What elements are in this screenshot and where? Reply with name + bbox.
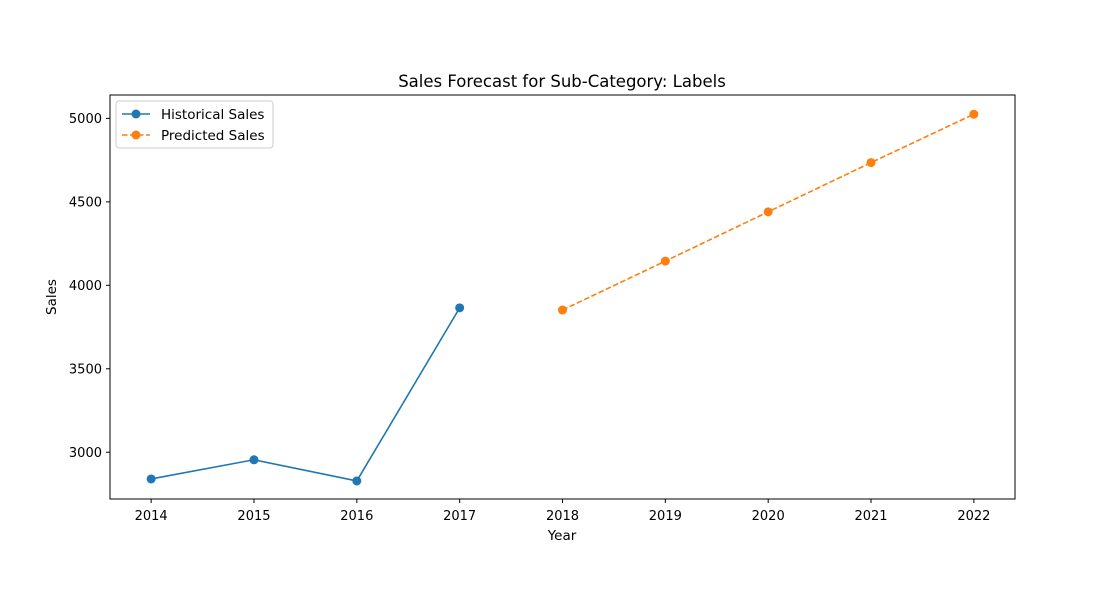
plot-area: 2014 2015 2016 2017 2018 2019 2020 2021 2022 3000… <box>69 109 990 524</box>
data-point-predicted <box>763 207 773 217</box>
legend-label-predicted: Predicted Sales <box>161 128 265 144</box>
x-tick-label: 2018 <box>546 509 579 524</box>
x-tick-label: 2022 <box>957 509 990 524</box>
legend: Historical Sales Predicted Sales <box>115 100 274 149</box>
data-point-predicted <box>660 256 670 266</box>
y-tick-label: 5000 <box>69 112 102 127</box>
data-point-predicted <box>969 109 979 119</box>
x-tick-label: 2016 <box>340 509 373 524</box>
legend-box <box>115 100 274 149</box>
legend-marker-historical <box>131 109 141 119</box>
legend-label-historical: Historical Sales <box>161 107 264 123</box>
data-point-predicted <box>558 305 567 315</box>
data-point-predicted <box>866 158 876 168</box>
y-tick-label: 4500 <box>69 195 102 210</box>
data-point-historical <box>249 455 259 465</box>
x-tick-label: 2014 <box>135 509 168 524</box>
series-line-historical <box>150 307 461 482</box>
y-tick-label: 3000 <box>69 446 102 461</box>
x-tick-label: 2020 <box>752 509 785 524</box>
y-axis-label: Sales <box>44 279 60 315</box>
x-tick-label: 2021 <box>854 509 887 524</box>
legend-marker-predicted <box>131 130 141 140</box>
data-point-historical <box>455 303 465 313</box>
x-tick-label: 2019 <box>649 509 682 524</box>
y-tick-label: 4000 <box>69 279 102 294</box>
x-tick-label: 2015 <box>237 509 270 524</box>
y-tick-label: 3500 <box>69 362 102 377</box>
data-point-historical <box>352 476 362 486</box>
plot-frame <box>109 94 1016 500</box>
data-point-historical <box>146 474 156 484</box>
x-axis-label: Year <box>547 528 577 544</box>
x-tick-label: 2017 <box>443 509 476 524</box>
chart-title: Sales Forecast for Sub-Category: Labels <box>398 72 726 91</box>
